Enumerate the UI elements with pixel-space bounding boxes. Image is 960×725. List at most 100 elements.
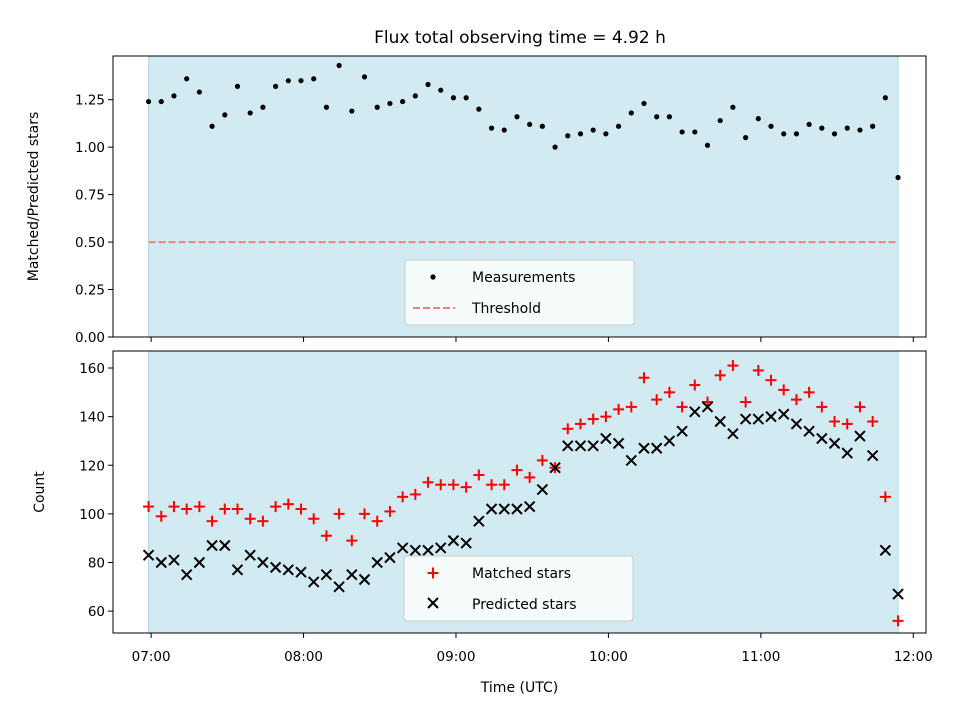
legend-measurements-label: Measurements	[472, 270, 575, 286]
measurement-point	[145, 98, 152, 105]
measurement-point	[476, 106, 482, 112]
measurement-point	[209, 123, 215, 129]
predicted-star-point	[346, 568, 358, 581]
predicted-star-point	[714, 415, 726, 428]
measurement-point	[311, 76, 317, 82]
predicted-star-point	[409, 544, 422, 557]
measurement-point	[552, 144, 558, 150]
matched-star-point	[282, 498, 294, 510]
matched-star-point	[562, 423, 574, 435]
bottom-y-tick-label: 60	[88, 604, 105, 620]
measurement-point	[615, 123, 622, 129]
measurement-point	[234, 83, 241, 89]
measurement-point	[870, 123, 876, 129]
matched-star-point	[320, 530, 332, 542]
matched-star-point	[270, 501, 282, 513]
measurement-point	[222, 112, 228, 118]
measurement-point	[298, 78, 304, 84]
top-y-tick-label: 0.50	[75, 235, 105, 251]
predicted-star-point	[180, 568, 193, 581]
matched-star-points	[143, 360, 904, 627]
top-axes-frame	[112, 55, 927, 338]
top-y-tick-label: 1.00	[75, 140, 105, 156]
bottom-panel: 60 80 100 120 140 160 07:00 08:00 09:00 10:00 11:0…	[32, 350, 933, 696]
measurement-point	[857, 127, 863, 133]
bottom-axes-frame	[112, 350, 927, 634]
measurement-point	[349, 108, 355, 114]
matched-star-point	[841, 418, 853, 430]
matched-star-point	[435, 479, 447, 491]
legend-plus-glyph	[427, 567, 439, 579]
x-tick-label: 12:00	[894, 649, 933, 665]
matched-star-point	[867, 416, 879, 427]
measurement-point	[438, 87, 444, 93]
predicted-star-point	[841, 447, 853, 459]
x-tick-label: 07:00	[132, 649, 171, 665]
top-y-tick-label: 0.75	[75, 188, 105, 204]
matched-star-point	[625, 401, 637, 413]
measurement-point	[666, 114, 672, 120]
matched-star-point	[613, 403, 625, 415]
measurement-point	[171, 93, 177, 99]
measurement-point	[361, 74, 368, 80]
measurement-point	[488, 125, 495, 131]
matched-star-point	[879, 491, 891, 503]
matched-star-point	[257, 515, 269, 527]
predicted-star-point	[244, 549, 256, 561]
matched-star-point	[765, 374, 777, 386]
measurement-point	[501, 127, 507, 133]
predicted-star-point	[778, 408, 790, 420]
top-measurement-points	[145, 62, 901, 181]
predicted-star-point	[536, 483, 549, 496]
measurement-point	[565, 133, 571, 139]
predicted-star-point	[625, 454, 637, 467]
predicted-star-point	[676, 425, 688, 437]
x-tick-label: 10:00	[589, 649, 628, 665]
predicted-star-point	[269, 561, 282, 574]
predicted-star-point	[358, 573, 371, 586]
measurement-point	[412, 93, 418, 99]
predicted-star-point	[193, 556, 206, 569]
matched-star-point	[829, 416, 841, 427]
predicted-star-point	[587, 440, 599, 452]
matched-star-point	[219, 503, 231, 515]
bottom-y-tick-label: 160	[79, 361, 105, 377]
matched-star-point	[308, 513, 320, 525]
measurement-point	[641, 100, 647, 107]
matched-star-point	[511, 464, 523, 476]
matched-star-point	[892, 615, 904, 627]
measurement-point	[882, 95, 888, 101]
matched-star-point	[384, 505, 396, 517]
predicted-star-point	[727, 427, 739, 440]
predicted-star-point	[523, 500, 536, 513]
bottom-y-tick-label: 120	[79, 458, 105, 474]
bottom-y-tick-label: 100	[79, 507, 105, 523]
matched-star-point	[143, 501, 155, 513]
predicted-star-point	[612, 437, 625, 450]
predicted-star-point	[422, 544, 434, 557]
matched-star-point	[752, 364, 764, 376]
matched-star-point	[587, 413, 599, 425]
top-y-tick-label: 1.25	[75, 93, 105, 109]
predicted-star-point	[816, 432, 828, 445]
matched-star-point	[359, 508, 371, 520]
legend-threshold-label: Threshold	[471, 301, 541, 317]
predicted-star-point	[371, 556, 383, 569]
predicted-star-point	[574, 440, 587, 452]
matched-star-point	[689, 379, 701, 391]
predicted-star-point	[396, 542, 409, 554]
matched-star-point	[498, 479, 510, 491]
measurement-point	[704, 142, 711, 148]
matched-star-point	[600, 411, 612, 423]
matched-star-point	[346, 535, 358, 547]
legend-x-glyph	[427, 597, 439, 609]
matched-star-point	[486, 479, 498, 491]
matched-star-point	[854, 401, 866, 413]
matched-star-point	[803, 386, 815, 398]
matched-star-point	[524, 471, 536, 483]
predicted-star-point	[828, 437, 841, 450]
predicted-star-point	[803, 425, 815, 437]
top-y-tick-label: 0.25	[75, 283, 105, 299]
chart-title: Flux total observing time = 4.92 h	[374, 28, 666, 48]
predicted-star-point	[219, 539, 231, 552]
